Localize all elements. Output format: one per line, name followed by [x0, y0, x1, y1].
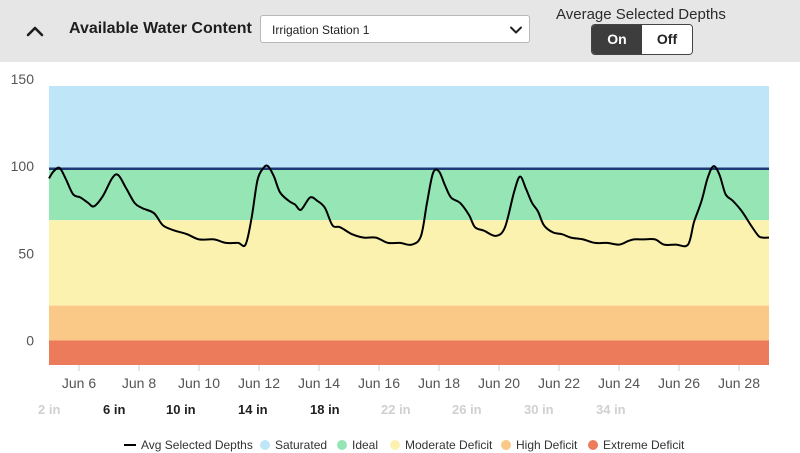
- average-depths-toggle: On Off: [591, 24, 693, 55]
- chevron-up-icon: [26, 26, 44, 37]
- legend-item[interactable]: Ideal: [337, 438, 378, 452]
- y-tick-label: 100: [11, 158, 35, 174]
- legend-dot-swatch: [337, 440, 347, 450]
- legend-item[interactable]: Avg Selected Depths: [124, 438, 253, 452]
- x-tick-label: Jun 14: [298, 375, 340, 391]
- band-extreme-deficit: [49, 340, 769, 365]
- band-ideal: [49, 167, 769, 221]
- legend-label: Saturated: [275, 438, 328, 452]
- chevron-down-icon: [510, 26, 522, 34]
- y-tick-label: 150: [11, 71, 35, 87]
- legend-line-swatch: [124, 444, 136, 446]
- collapse-button[interactable]: [22, 18, 48, 44]
- x-tick-label: Jun 6: [62, 375, 96, 391]
- y-tick-label: 50: [18, 245, 34, 261]
- legend-label: Extreme Deficit: [603, 438, 685, 452]
- legend-item[interactable]: Extreme Deficit: [588, 438, 684, 452]
- depth-option[interactable]: 14 in: [238, 402, 268, 417]
- legend-dot-swatch: [260, 440, 270, 450]
- x-tick-label: Jun 10: [178, 375, 220, 391]
- depth-option[interactable]: 22 in: [381, 402, 411, 417]
- legend-item[interactable]: Moderate Deficit: [390, 438, 492, 452]
- station-select-value: Irrigation Station 1: [272, 23, 370, 37]
- depth-option[interactable]: 18 in: [310, 402, 340, 417]
- header-bar: Available Water Content Irrigation Stati…: [0, 0, 800, 62]
- toggle-off-button[interactable]: Off: [642, 25, 692, 54]
- x-tick-label: Jun 18: [418, 375, 460, 391]
- toggle-on-button[interactable]: On: [592, 25, 642, 54]
- legend-dot-swatch: [390, 440, 400, 450]
- legend-label: High Deficit: [516, 438, 578, 452]
- x-tick-label: Jun 20: [478, 375, 520, 391]
- legend-label: Avg Selected Depths: [141, 438, 253, 452]
- legend-dot-swatch: [588, 440, 598, 450]
- depth-option[interactable]: 34 in: [596, 402, 626, 417]
- legend-item[interactable]: High Deficit: [501, 438, 577, 452]
- y-tick-label: 0: [26, 333, 34, 349]
- legend-label: Ideal: [352, 438, 379, 452]
- x-tick-label: Jun 16: [358, 375, 400, 391]
- legend-dot-swatch: [501, 440, 511, 450]
- depth-option[interactable]: 6 in: [103, 402, 126, 417]
- series-line-avg-selected-depths: [48, 164, 770, 248]
- band-high-deficit: [49, 305, 769, 341]
- x-tick-label: Jun 22: [538, 375, 580, 391]
- x-tick-label: Jun 28: [718, 375, 760, 391]
- depth-option[interactable]: 10 in: [166, 402, 196, 417]
- legend-item[interactable]: Saturated: [260, 438, 327, 452]
- band-moderate-deficit: [49, 220, 769, 306]
- x-tick-label: Jun 12: [238, 375, 280, 391]
- x-tick-label: Jun 8: [122, 375, 156, 391]
- x-tick-label: Jun 24: [598, 375, 640, 391]
- depth-option[interactable]: 2 in: [38, 402, 61, 417]
- station-select[interactable]: Irrigation Station 1: [260, 15, 530, 43]
- page-title: Available Water Content: [69, 20, 252, 37]
- water-content-chart: 150 100 50 0 Jun 6 Jun 8 Jun 10 Jun 12 Jun 14 Jun…: [11, 71, 770, 391]
- band-saturated: [49, 86, 769, 168]
- depth-option[interactable]: 26 in: [452, 402, 482, 417]
- x-tick-label: Jun 26: [658, 375, 700, 391]
- legend-label: Moderate Deficit: [405, 438, 493, 452]
- toggle-label: Average Selected Depths: [556, 6, 726, 23]
- depth-option[interactable]: 30 in: [524, 402, 554, 417]
- chart-legend: Avg Selected Depths Saturated Ideal Moderat…: [0, 437, 800, 453]
